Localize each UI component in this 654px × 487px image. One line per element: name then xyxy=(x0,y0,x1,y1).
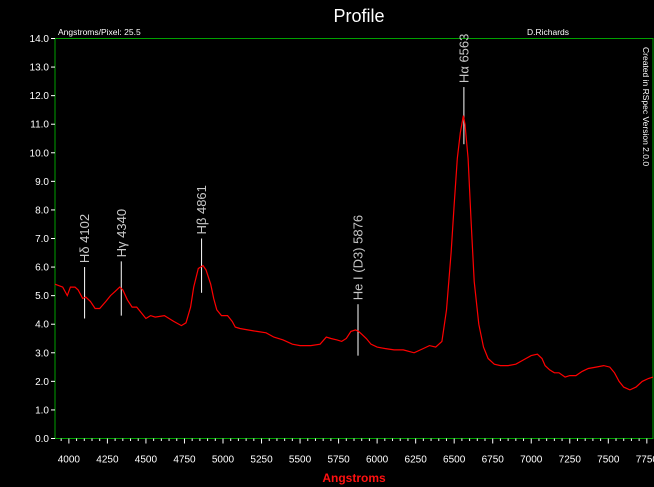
x-tick-label: 6500 xyxy=(443,455,466,466)
x-tick-label: 5250 xyxy=(250,455,273,466)
x-tick-label: 7000 xyxy=(520,455,543,466)
x-tick-label: 6250 xyxy=(405,455,428,466)
x-tick-label: 7750 xyxy=(636,455,654,466)
y-tick-label: 4.0 xyxy=(35,320,49,331)
annotation-label: Hα 6563 xyxy=(456,34,471,83)
x-axis: 4000 4250 4500 4750 5000 5250 5500 5750 6000 6250… xyxy=(58,438,654,466)
x-tick-label: 4250 xyxy=(96,455,119,466)
x-tick-label: 7500 xyxy=(597,455,620,466)
y-tick-label: 0.0 xyxy=(35,434,49,445)
y-tick-label: 13.0 xyxy=(30,63,50,74)
x-tick-label: 4000 xyxy=(58,455,81,466)
x-axis-label: Angstroms xyxy=(322,471,386,485)
annotation-label: Hγ 4340 xyxy=(114,209,129,257)
x-tick-label: 6750 xyxy=(482,455,505,466)
y-tick-label: 1.0 xyxy=(35,405,49,416)
y-tick-label: 8.0 xyxy=(35,205,49,216)
line-annotations: Hδ 4102 Hγ 4340 Hβ 4861 He I (D3) 5876 Hα 65… xyxy=(77,34,471,356)
angstroms-per-pixel-label: Angstroms/Pixel: 25.5 xyxy=(58,27,141,37)
y-axis: 0.0 1.0 2.0 3.0 4.0 5.0 6.0 7.0 8.0 9.0 10.0 11.0 12… xyxy=(30,34,55,445)
y-tick-label: 2.0 xyxy=(35,377,49,388)
x-tick-label: 5000 xyxy=(212,455,235,466)
y-tick-label: 11.0 xyxy=(30,120,49,131)
y-tick-label: 7.0 xyxy=(35,234,49,245)
y-tick-label: 9.0 xyxy=(35,177,49,188)
x-tick-label: 4500 xyxy=(135,455,158,466)
y-tick-label: 5.0 xyxy=(35,291,49,302)
y-tick-label: 6.0 xyxy=(35,263,49,274)
x-tick-label: 4750 xyxy=(173,455,196,466)
y-tick-label: 14.0 xyxy=(30,34,50,45)
author-label: D.Richards xyxy=(527,27,569,37)
x-tick-label: 5500 xyxy=(289,455,312,466)
spectrum-line xyxy=(54,115,654,391)
y-tick-label: 12.0 xyxy=(30,91,50,102)
x-tick-label: 5750 xyxy=(327,455,350,466)
software-version-note: Created in RSpec Version 2.0.0 xyxy=(641,47,651,166)
annotation-label: He I (D3) 5876 xyxy=(351,215,366,300)
x-tick-label: 7250 xyxy=(559,455,582,466)
annotation-label: Hδ 4102 xyxy=(77,214,92,263)
chart-title: Profile xyxy=(333,6,384,26)
y-tick-label: 10.0 xyxy=(30,148,50,159)
annotation-label: Hβ 4861 xyxy=(194,185,209,234)
y-tick-label: 3.0 xyxy=(35,348,49,359)
x-tick-label: 6000 xyxy=(366,455,389,466)
